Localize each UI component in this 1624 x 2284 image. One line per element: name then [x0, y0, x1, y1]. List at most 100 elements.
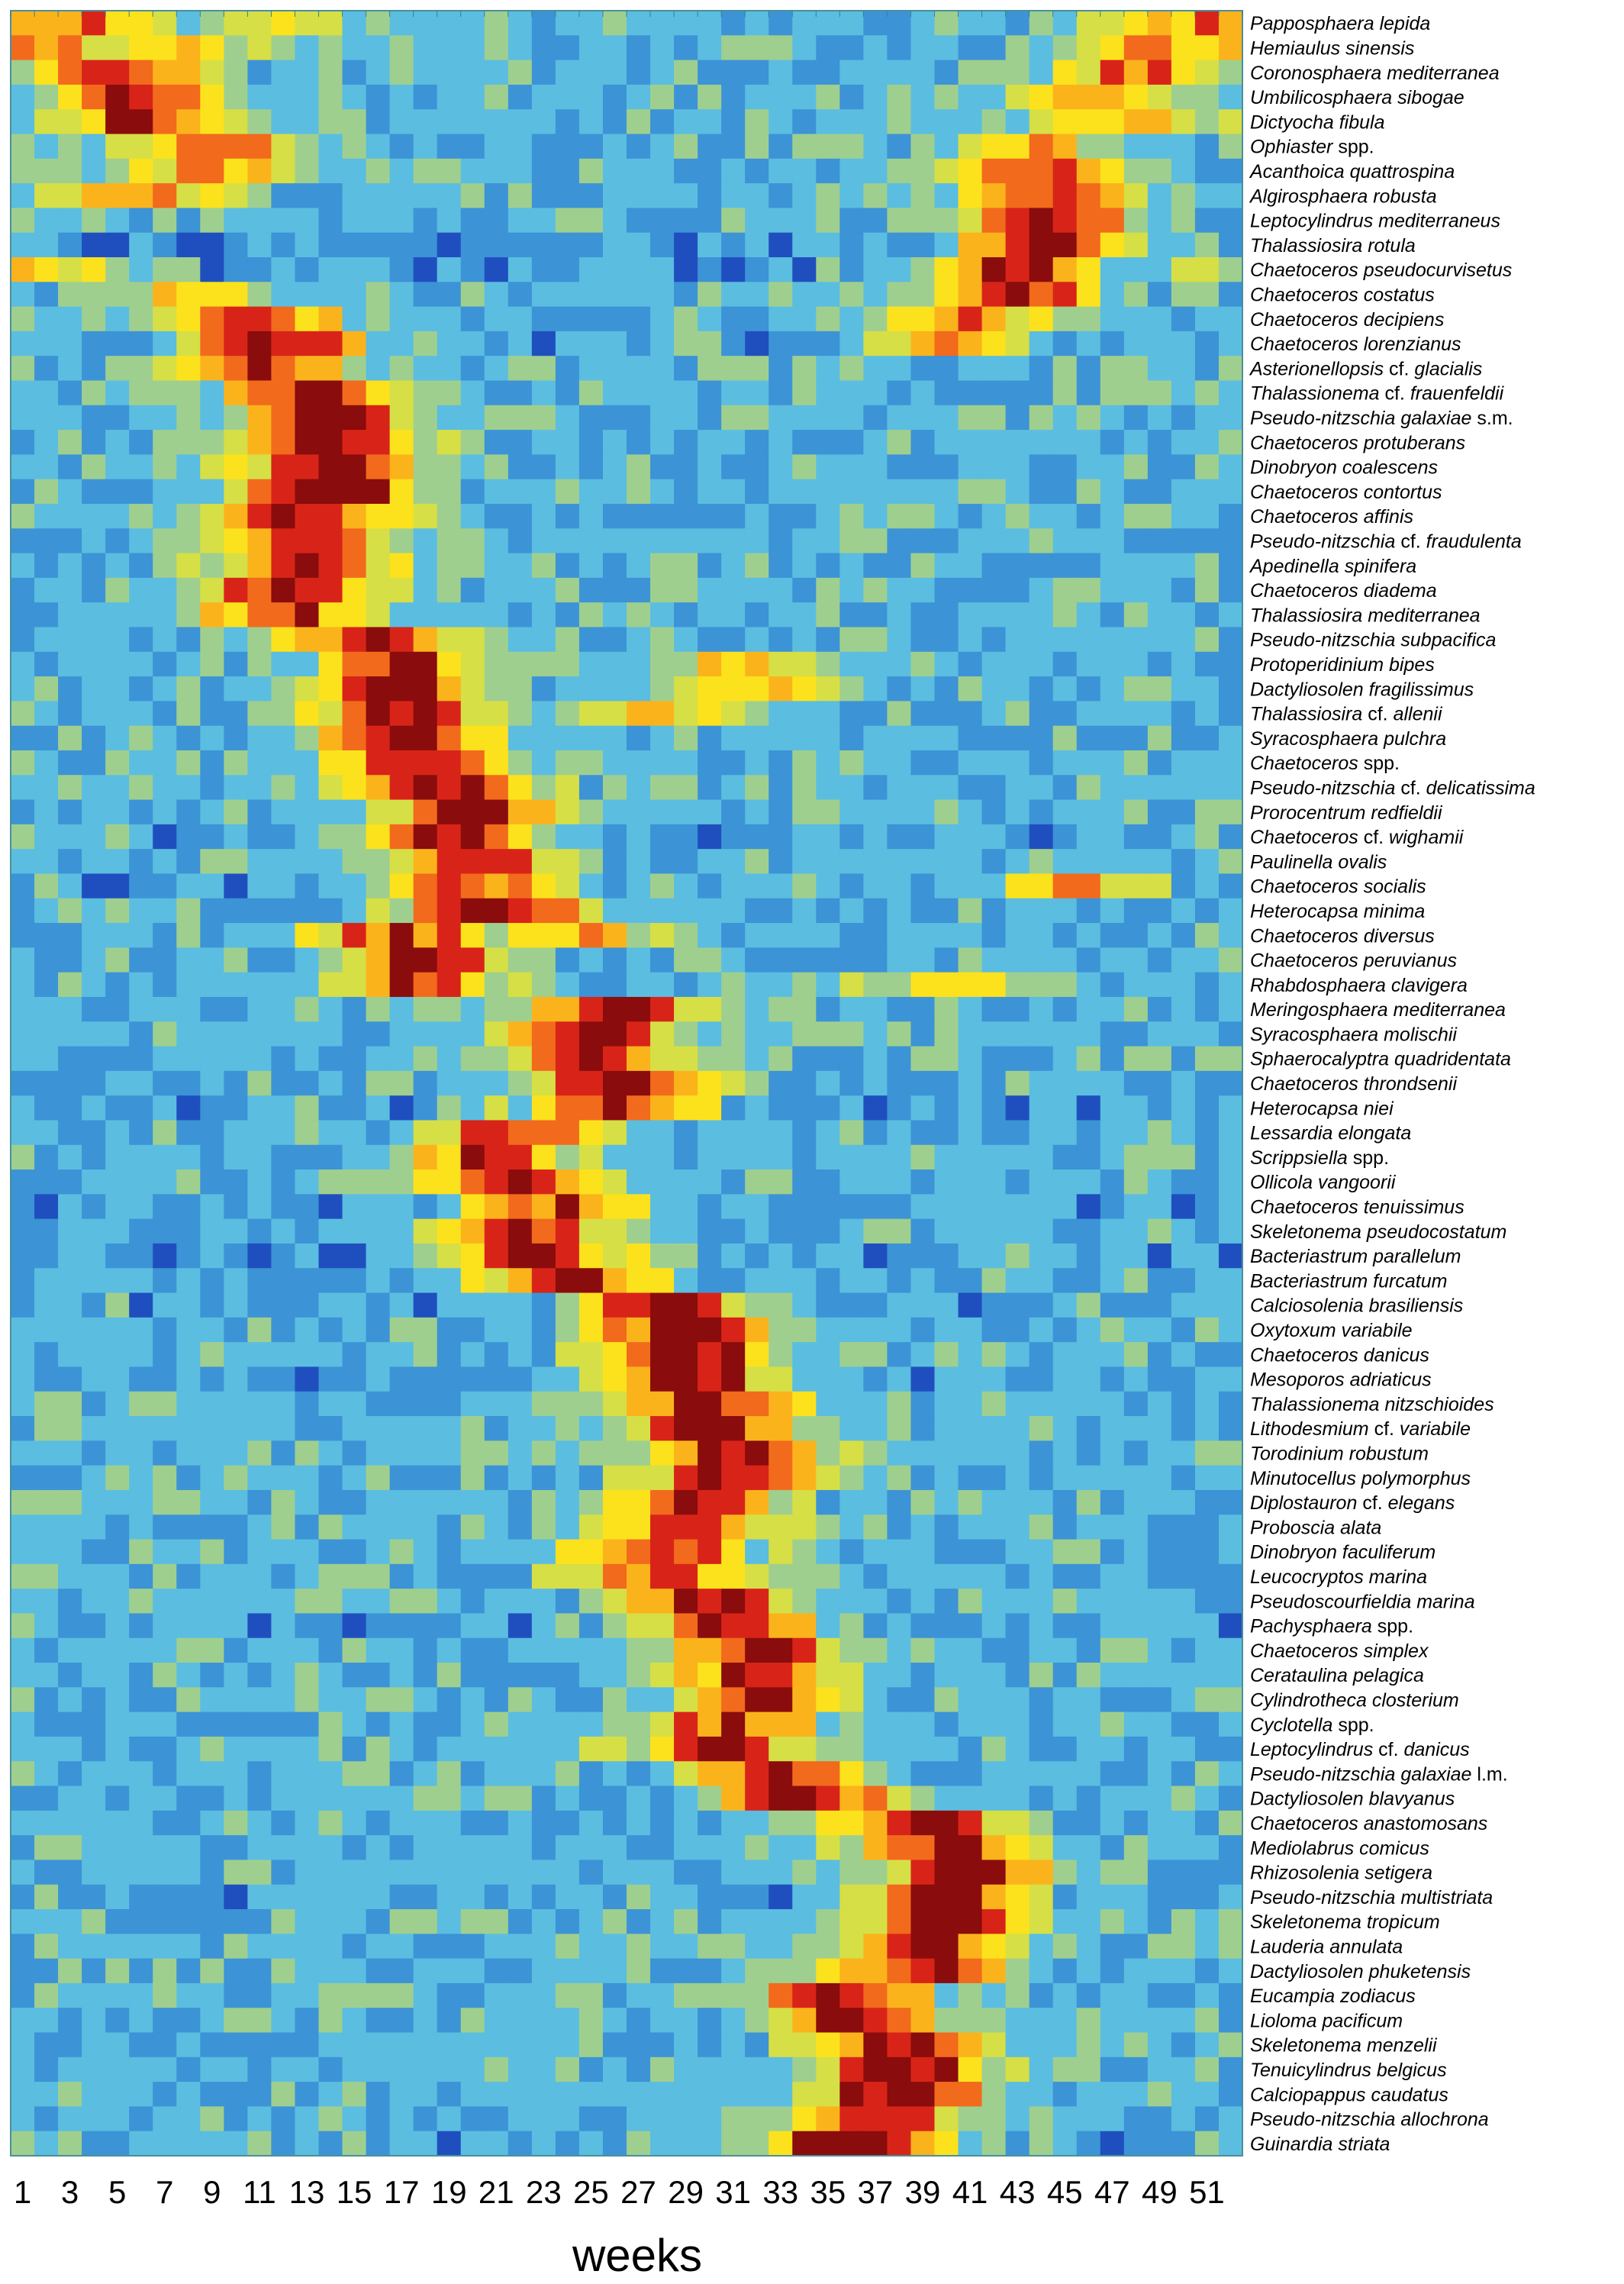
heatmap-cell — [342, 306, 367, 332]
heatmap-cell — [934, 1860, 959, 1886]
heatmap-cell — [1029, 1489, 1054, 1515]
heatmap-cell — [1147, 553, 1172, 579]
heatmap-cell — [816, 1589, 840, 1615]
heatmap-cell — [1076, 1268, 1101, 1294]
heatmap-cell — [271, 1120, 296, 1146]
heatmap-cell — [247, 405, 272, 431]
heatmap-cell — [602, 232, 627, 258]
heatmap-cell — [318, 1884, 343, 1910]
heatmap-cell — [910, 84, 936, 110]
heatmap-cell — [1005, 1563, 1030, 1589]
heatmap-cell — [602, 2131, 627, 2157]
heatmap-cell — [674, 232, 698, 258]
heatmap-cell — [839, 602, 864, 628]
heatmap-cell — [1005, 1046, 1030, 1072]
heatmap-cell — [768, 1810, 793, 1836]
heatmap-cell — [1218, 1317, 1243, 1343]
heatmap-cell — [721, 1539, 746, 1565]
heatmap-cell — [295, 725, 320, 751]
heatmap-cell — [745, 553, 769, 579]
heatmap-cell — [176, 1046, 201, 1072]
heatmap-cell — [342, 947, 367, 973]
heatmap-cell — [460, 1515, 485, 1540]
heatmap-cell — [82, 2106, 106, 2132]
heatmap-cell — [200, 972, 224, 998]
heatmap-cell — [1147, 1268, 1172, 1294]
heatmap-cell — [816, 1292, 840, 1318]
heatmap-cell — [1194, 1021, 1220, 1047]
heatmap-cell — [839, 1711, 864, 1737]
heatmap-cell — [129, 1982, 153, 2008]
heatmap-cell — [389, 2082, 414, 2107]
heatmap-cell — [484, 1934, 509, 1960]
heatmap-cell — [816, 380, 840, 406]
species-label: Bacteriastrum parallelum — [1250, 1246, 1461, 1267]
heatmap-cell — [910, 923, 936, 948]
heatmap-cell — [247, 356, 272, 382]
heatmap-cell — [910, 1416, 936, 1441]
heatmap-cell — [34, 1317, 59, 1343]
heatmap-cell — [627, 2106, 651, 2132]
heatmap-cell — [698, 1194, 722, 1220]
heatmap-cell — [887, 1884, 912, 1910]
heatmap-cell — [1029, 1711, 1054, 1737]
heatmap-cell — [745, 84, 769, 110]
heatmap-cell — [366, 208, 391, 234]
heatmap-cell — [1218, 651, 1243, 677]
heatmap-cell — [602, 1736, 627, 1762]
heatmap-cell — [958, 1046, 983, 1072]
heatmap-cell — [200, 1292, 224, 1318]
heatmap-cell — [934, 256, 959, 282]
heatmap-cell — [1005, 158, 1030, 184]
heatmap-cell — [105, 1982, 130, 2008]
heatmap-cell — [627, 1292, 651, 1318]
heatmap-cell — [389, 1416, 414, 1441]
heatmap-cell — [82, 84, 106, 110]
heatmap-cell — [176, 1218, 201, 1244]
heatmap-cell — [934, 775, 959, 801]
heatmap-cell — [58, 1687, 82, 1713]
heatmap-cell — [342, 2008, 367, 2034]
heatmap-cell — [958, 331, 983, 356]
heatmap-cell — [627, 356, 651, 382]
heatmap-cell — [247, 602, 272, 628]
heatmap-cell — [224, 479, 248, 505]
heatmap-cell — [627, 282, 651, 308]
heatmap-cell — [1029, 627, 1054, 653]
heatmap-cell — [816, 1934, 840, 1960]
heatmap-cell — [768, 972, 793, 998]
heatmap-cell — [342, 1120, 367, 1146]
heatmap-cell — [176, 430, 201, 455]
heatmap-cell — [698, 676, 722, 702]
heatmap-cell — [58, 454, 82, 480]
heatmap-cell — [460, 1786, 485, 1811]
heatmap-cell — [460, 1934, 485, 1960]
heatmap-cell — [129, 1465, 153, 1491]
heatmap-cell — [981, 1046, 1007, 1072]
heatmap-cell — [602, 1046, 627, 1072]
heatmap-cell — [58, 1810, 82, 1836]
heatmap-cell — [389, 1120, 414, 1146]
heatmap-cell — [58, 824, 82, 850]
heatmap-cell — [531, 1489, 556, 1515]
heatmap-cell — [200, 1046, 224, 1072]
heatmap-cell — [721, 1046, 746, 1072]
heatmap-cell — [508, 750, 533, 776]
heatmap-cell — [105, 2032, 130, 2058]
heatmap-cell — [674, 1218, 698, 1244]
heatmap-cell — [531, 1292, 556, 1318]
heatmap-cell — [792, 1909, 817, 1934]
heatmap-cell — [58, 306, 82, 332]
species-label: Dactyliosolen fragilissimus — [1250, 679, 1474, 700]
heatmap-cell — [674, 2057, 698, 2082]
heatmap-cell — [602, 2082, 627, 2107]
heatmap-cell — [555, 1539, 580, 1565]
heatmap-cell — [1005, 701, 1030, 727]
heatmap-cell — [650, 627, 675, 653]
heatmap-cell — [1147, 1835, 1172, 1861]
heatmap-cell — [1100, 1194, 1125, 1220]
heatmap-cell — [1194, 2082, 1220, 2107]
heatmap-cell — [1100, 405, 1125, 431]
heatmap-cell — [1100, 2082, 1125, 2107]
heatmap-cell — [887, 503, 912, 529]
